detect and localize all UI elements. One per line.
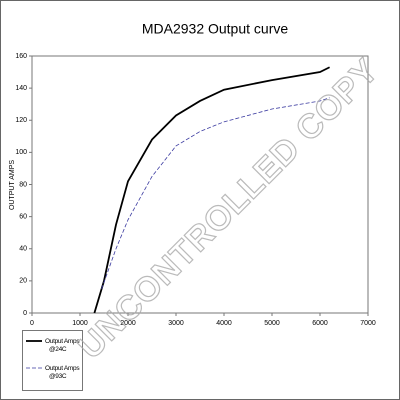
- line: [93, 66, 331, 314]
- y-tick-label: 100: [15, 149, 27, 156]
- y-axis-label: OUTPUT AMPS: [9, 160, 16, 210]
- x-tick-label: 7000: [360, 320, 376, 327]
- x-tick-label: 1000: [72, 320, 88, 327]
- y-tick-label: 0: [23, 310, 27, 317]
- chart-title: MDA2932 Output curve: [142, 21, 289, 37]
- legend-label: Output Amps @24C: [45, 338, 80, 353]
- x-tick-label: 6000: [312, 320, 328, 327]
- y-tick-label: 80: [19, 181, 27, 188]
- y-tick-label: 20: [19, 278, 27, 285]
- plot-area: [31, 55, 369, 314]
- x-tick-label: 2000: [120, 320, 136, 327]
- y-tick-label: 40: [19, 246, 27, 253]
- x-tick-label: 5000: [264, 320, 280, 327]
- y-tick-label: 120: [15, 117, 27, 124]
- line: [101, 97, 330, 290]
- y-tick-label: 160: [15, 53, 27, 60]
- y-tick-label: 140: [15, 85, 27, 92]
- y-tick-label: 60: [19, 213, 27, 220]
- x-tick-label: 3000: [168, 320, 184, 327]
- x-tick-label: 4000: [216, 320, 232, 327]
- x-tick-label: 0: [30, 320, 34, 327]
- legend-label: Output Amps @93C: [45, 365, 80, 380]
